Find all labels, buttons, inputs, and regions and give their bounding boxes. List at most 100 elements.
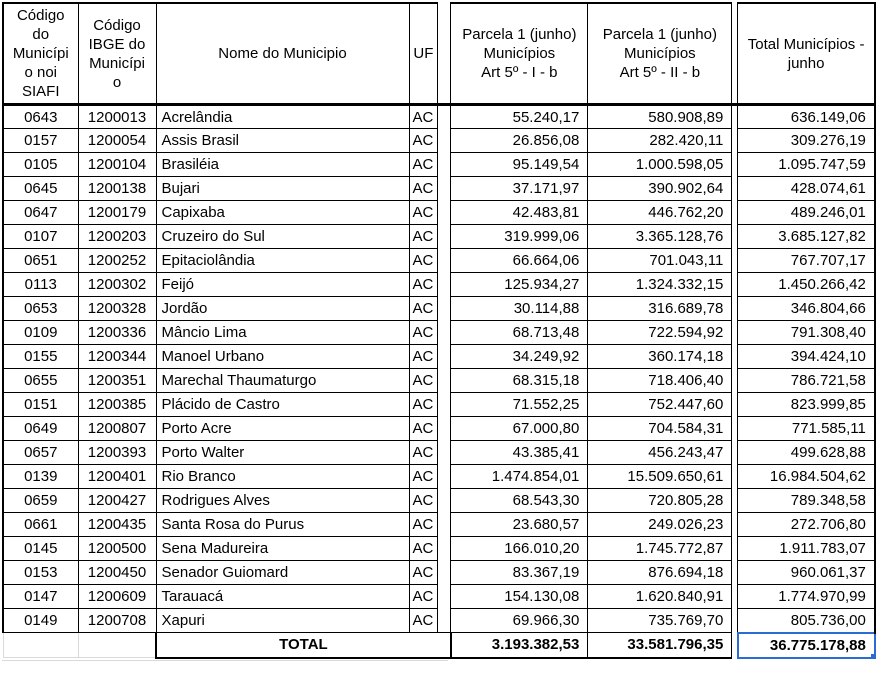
cell-ibge-code[interactable]: 1200054 (77, 128, 157, 153)
cell-total[interactable]: 16.984.504,62 (737, 464, 876, 489)
cell-municipio-name[interactable]: Capixaba (155, 200, 410, 225)
cell-municipio-name[interactable]: Brasiléia (155, 152, 410, 177)
cell-parcela2[interactable]: 876.694,18 (587, 560, 733, 585)
cell-uf[interactable]: AC (408, 200, 439, 225)
cell-parcela2[interactable]: 390.902,64 (587, 176, 733, 201)
cell-uf[interactable]: AC (408, 440, 439, 465)
cell-siafi-code[interactable]: 0149 (2, 608, 79, 633)
cell-siafi-code[interactable]: 0113 (2, 272, 79, 297)
cell-parcela2[interactable]: 752.447,60 (587, 392, 733, 417)
header-total[interactable]: Total Municípios - junho (737, 2, 876, 106)
cell-ibge-code[interactable]: 1200401 (77, 464, 157, 489)
cell-municipio-name[interactable]: Rodrigues Alves (155, 488, 410, 513)
cell-siafi-code[interactable]: 0157 (2, 128, 79, 153)
cell-municipio-name[interactable]: Marechal Thaumaturgo (155, 368, 410, 393)
cell-parcela2[interactable]: 701.043,11 (587, 248, 733, 273)
cell-parcela1[interactable]: 83.367,19 (450, 560, 589, 585)
cell-parcela2[interactable]: 1.620.840,91 (587, 584, 733, 609)
cell-municipio-name[interactable]: Acrelândia (155, 104, 410, 129)
cell-total[interactable]: 272.706,80 (737, 512, 876, 537)
cell-siafi-code[interactable]: 0109 (2, 320, 79, 345)
cell-parcela1[interactable]: 26.856,08 (450, 128, 589, 153)
cell-siafi-code[interactable]: 0651 (2, 248, 79, 273)
cell-municipio-name[interactable]: Plácido de Castro (155, 392, 410, 417)
cell-total[interactable]: 346.804,66 (737, 296, 876, 321)
cell-total[interactable]: 789.348,58 (737, 488, 876, 513)
cell-uf[interactable]: AC (408, 536, 439, 561)
cell-uf[interactable]: AC (408, 296, 439, 321)
cell-municipio-name[interactable]: Senador Guiomard (155, 560, 410, 585)
cell-uf[interactable]: AC (408, 176, 439, 201)
cell-ibge-code[interactable]: 1200351 (77, 368, 157, 393)
cell-siafi-code[interactable]: 0145 (2, 536, 79, 561)
cell-parcela2[interactable]: 735.769,70 (587, 608, 733, 633)
header-ibge-code[interactable]: Código IBGE do Municípi o (77, 2, 157, 106)
cell-total[interactable]: 786.721,58 (737, 368, 876, 393)
cell-ibge-code[interactable]: 1200013 (77, 104, 157, 129)
cell-parcela2[interactable]: 718.406,40 (587, 368, 733, 393)
cell-parcela2[interactable]: 704.584,31 (587, 416, 733, 441)
header-siafi-code[interactable]: Código do Municípi o noi SIAFI (2, 2, 79, 106)
cell-municipio-name[interactable]: Bujari (155, 176, 410, 201)
cell-total[interactable]: 3.685.127,82 (737, 224, 876, 249)
cell-municipio-name[interactable]: Xapuri (155, 608, 410, 633)
cell-parcela1[interactable]: 34.249,92 (450, 344, 589, 369)
total-label-cell[interactable]: TOTAL (155, 632, 452, 659)
cell-municipio-name[interactable]: Cruzeiro do Sul (155, 224, 410, 249)
grand-total-selected-cell[interactable]: 36.775.178,88 (736, 631, 876, 659)
header-uf[interactable]: UF (408, 2, 439, 106)
cell-municipio-name[interactable]: Epitaciolândia (155, 248, 410, 273)
cell-parcela2[interactable]: 446.762,20 (587, 200, 733, 225)
cell-ibge-code[interactable]: 1200708 (77, 608, 157, 633)
cell-uf[interactable]: AC (408, 272, 439, 297)
cell-parcela1[interactable]: 69.966,30 (450, 608, 589, 633)
fill-handle[interactable] (869, 652, 873, 656)
cell-total[interactable]: 1.450.266,42 (737, 272, 876, 297)
cell-parcela1[interactable]: 1.474.854,01 (450, 464, 589, 489)
cell-siafi-code[interactable]: 0661 (2, 512, 79, 537)
cell-uf[interactable]: AC (408, 416, 439, 441)
header-parcela1[interactable]: Parcela 1 (junho) Municípios Art 5º - I … (450, 2, 589, 106)
cell-ibge-code[interactable]: 1200179 (77, 200, 157, 225)
cell-ibge-code[interactable]: 1200252 (77, 248, 157, 273)
cell-siafi-code[interactable]: 0649 (2, 416, 79, 441)
cell-uf[interactable]: AC (408, 224, 439, 249)
cell-total[interactable]: 823.999,85 (737, 392, 876, 417)
cell-ibge-code[interactable]: 1200450 (77, 560, 157, 585)
cell-parcela1[interactable]: 67.000,80 (450, 416, 589, 441)
cell-total[interactable]: 636.149,06 (737, 104, 876, 129)
cell-siafi-code[interactable]: 0645 (2, 176, 79, 201)
cell-parcela1[interactable]: 154.130,08 (450, 584, 589, 609)
cell-uf[interactable]: AC (408, 368, 439, 393)
cell-municipio-name[interactable]: Porto Acre (155, 416, 410, 441)
cell-parcela1[interactable]: 71.552,25 (450, 392, 589, 417)
cell-parcela1[interactable]: 125.934,27 (450, 272, 589, 297)
cell-ibge-code[interactable]: 1200336 (77, 320, 157, 345)
cell-uf[interactable]: AC (408, 464, 439, 489)
total-parcela1-cell[interactable]: 3.193.382,53 (450, 632, 589, 659)
cell-uf[interactable]: AC (408, 320, 439, 345)
cell-ibge-code[interactable]: 1200104 (77, 152, 157, 177)
cell-uf[interactable]: AC (408, 560, 439, 585)
cell-ibge-code[interactable]: 1200203 (77, 224, 157, 249)
cell-municipio-name[interactable]: Tarauacá (155, 584, 410, 609)
cell-parcela2[interactable]: 720.805,28 (587, 488, 733, 513)
cell-parcela2[interactable]: 1.745.772,87 (587, 536, 733, 561)
cell-parcela1[interactable]: 42.483,81 (450, 200, 589, 225)
cell-parcela1[interactable]: 23.680,57 (450, 512, 589, 537)
cell-parcela1[interactable]: 55.240,17 (450, 104, 589, 129)
cell-total[interactable]: 1.911.783,07 (737, 536, 876, 561)
cell-parcela1[interactable]: 166.010,20 (450, 536, 589, 561)
cell-ibge-code[interactable]: 1200435 (77, 512, 157, 537)
cell-parcela2[interactable]: 15.509.650,61 (587, 464, 733, 489)
cell-siafi-code[interactable]: 0107 (2, 224, 79, 249)
cell-siafi-code[interactable]: 0643 (2, 104, 79, 129)
cell-total[interactable]: 499.628,88 (737, 440, 876, 465)
cell-ibge-code[interactable]: 1200427 (77, 488, 157, 513)
cell-total[interactable]: 394.424,10 (737, 344, 876, 369)
cell-ibge-code[interactable]: 1200385 (77, 392, 157, 417)
cell-parcela1[interactable]: 43.385,41 (450, 440, 589, 465)
cell-parcela1[interactable]: 30.114,88 (450, 296, 589, 321)
total-parcela2-cell[interactable]: 33.581.796,35 (587, 632, 733, 659)
cell-uf[interactable]: AC (408, 488, 439, 513)
